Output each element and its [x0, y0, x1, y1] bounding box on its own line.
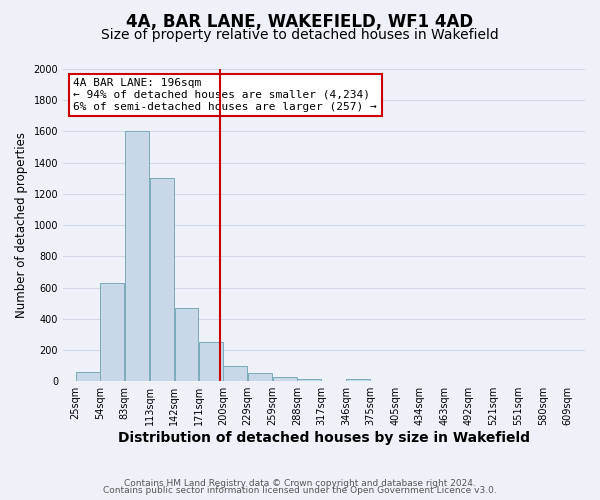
Text: Contains public sector information licensed under the Open Government Licence v3: Contains public sector information licen…	[103, 486, 497, 495]
X-axis label: Distribution of detached houses by size in Wakefield: Distribution of detached houses by size …	[118, 431, 530, 445]
Bar	[150, 178, 174, 381]
Text: Contains HM Land Registry data © Crown copyright and database right 2024.: Contains HM Land Registry data © Crown c…	[124, 478, 476, 488]
Text: 4A, BAR LANE, WAKEFIELD, WF1 4AD: 4A, BAR LANE, WAKEFIELD, WF1 4AD	[127, 12, 473, 30]
Text: Size of property relative to detached houses in Wakefield: Size of property relative to detached ho…	[101, 28, 499, 42]
Bar	[346, 379, 370, 381]
Bar	[273, 376, 297, 381]
Bar	[175, 308, 198, 381]
Bar	[125, 132, 149, 381]
Bar	[248, 374, 272, 381]
Bar	[223, 366, 247, 381]
Bar	[100, 283, 124, 381]
Bar	[298, 379, 321, 381]
Y-axis label: Number of detached properties: Number of detached properties	[15, 132, 28, 318]
Bar	[199, 342, 223, 381]
Bar	[76, 372, 100, 381]
Text: 4A BAR LANE: 196sqm
← 94% of detached houses are smaller (4,234)
6% of semi-deta: 4A BAR LANE: 196sqm ← 94% of detached ho…	[73, 78, 377, 112]
